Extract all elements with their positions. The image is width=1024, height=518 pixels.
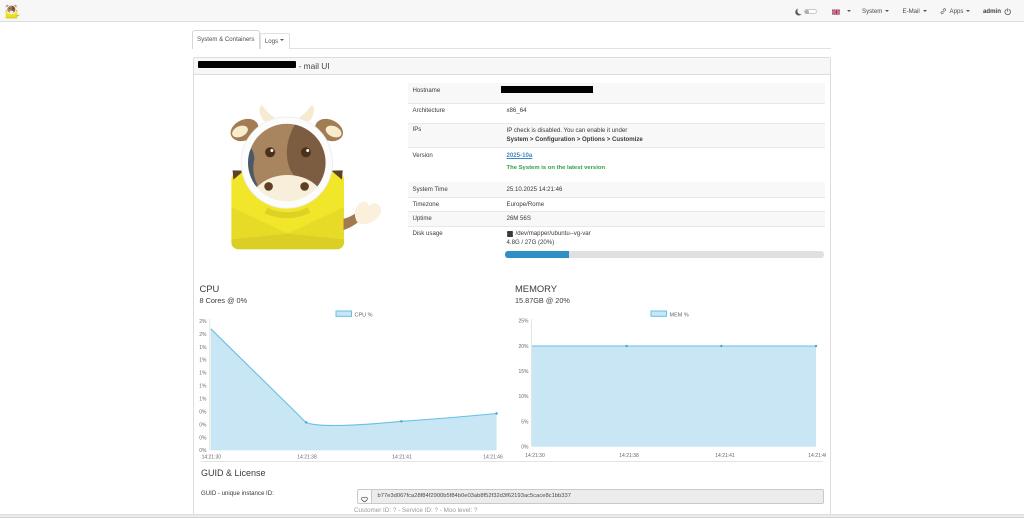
svg-text:2%: 2% (199, 332, 207, 338)
svg-text:14:21:46: 14:21:46 (808, 453, 826, 459)
svg-text:14:21:30: 14:21:30 (202, 455, 222, 461)
svg-text:0%: 0% (521, 445, 529, 451)
svg-text:1%: 1% (199, 358, 207, 364)
svg-text:MEM %: MEM % (670, 312, 689, 318)
svg-text:14:21:30: 14:21:30 (525, 453, 545, 459)
svg-text:0%: 0% (199, 422, 207, 428)
svg-text:15%: 15% (518, 369, 529, 375)
svg-text:2%: 2% (199, 319, 207, 325)
svg-text:1%: 1% (199, 345, 207, 351)
svg-text:25%: 25% (518, 319, 529, 325)
svg-text:0%: 0% (199, 448, 207, 454)
svg-text:14:21:38: 14:21:38 (619, 453, 639, 459)
svg-text:CPU %: CPU % (355, 312, 373, 318)
svg-text:14:21:46: 14:21:46 (483, 455, 503, 461)
svg-text:0%: 0% (199, 435, 207, 441)
svg-text:1%: 1% (199, 371, 207, 377)
svg-text:20%: 20% (518, 344, 529, 350)
svg-text:14:21:38: 14:21:38 (297, 455, 317, 461)
svg-text:10%: 10% (518, 394, 529, 400)
svg-text:1%: 1% (199, 384, 207, 390)
svg-text:5%: 5% (521, 419, 529, 425)
svg-text:14:21:41: 14:21:41 (392, 455, 412, 461)
svg-text:1%: 1% (199, 397, 207, 403)
svg-text:14:21:41: 14:21:41 (715, 453, 735, 459)
svg-text:0%: 0% (199, 409, 207, 415)
